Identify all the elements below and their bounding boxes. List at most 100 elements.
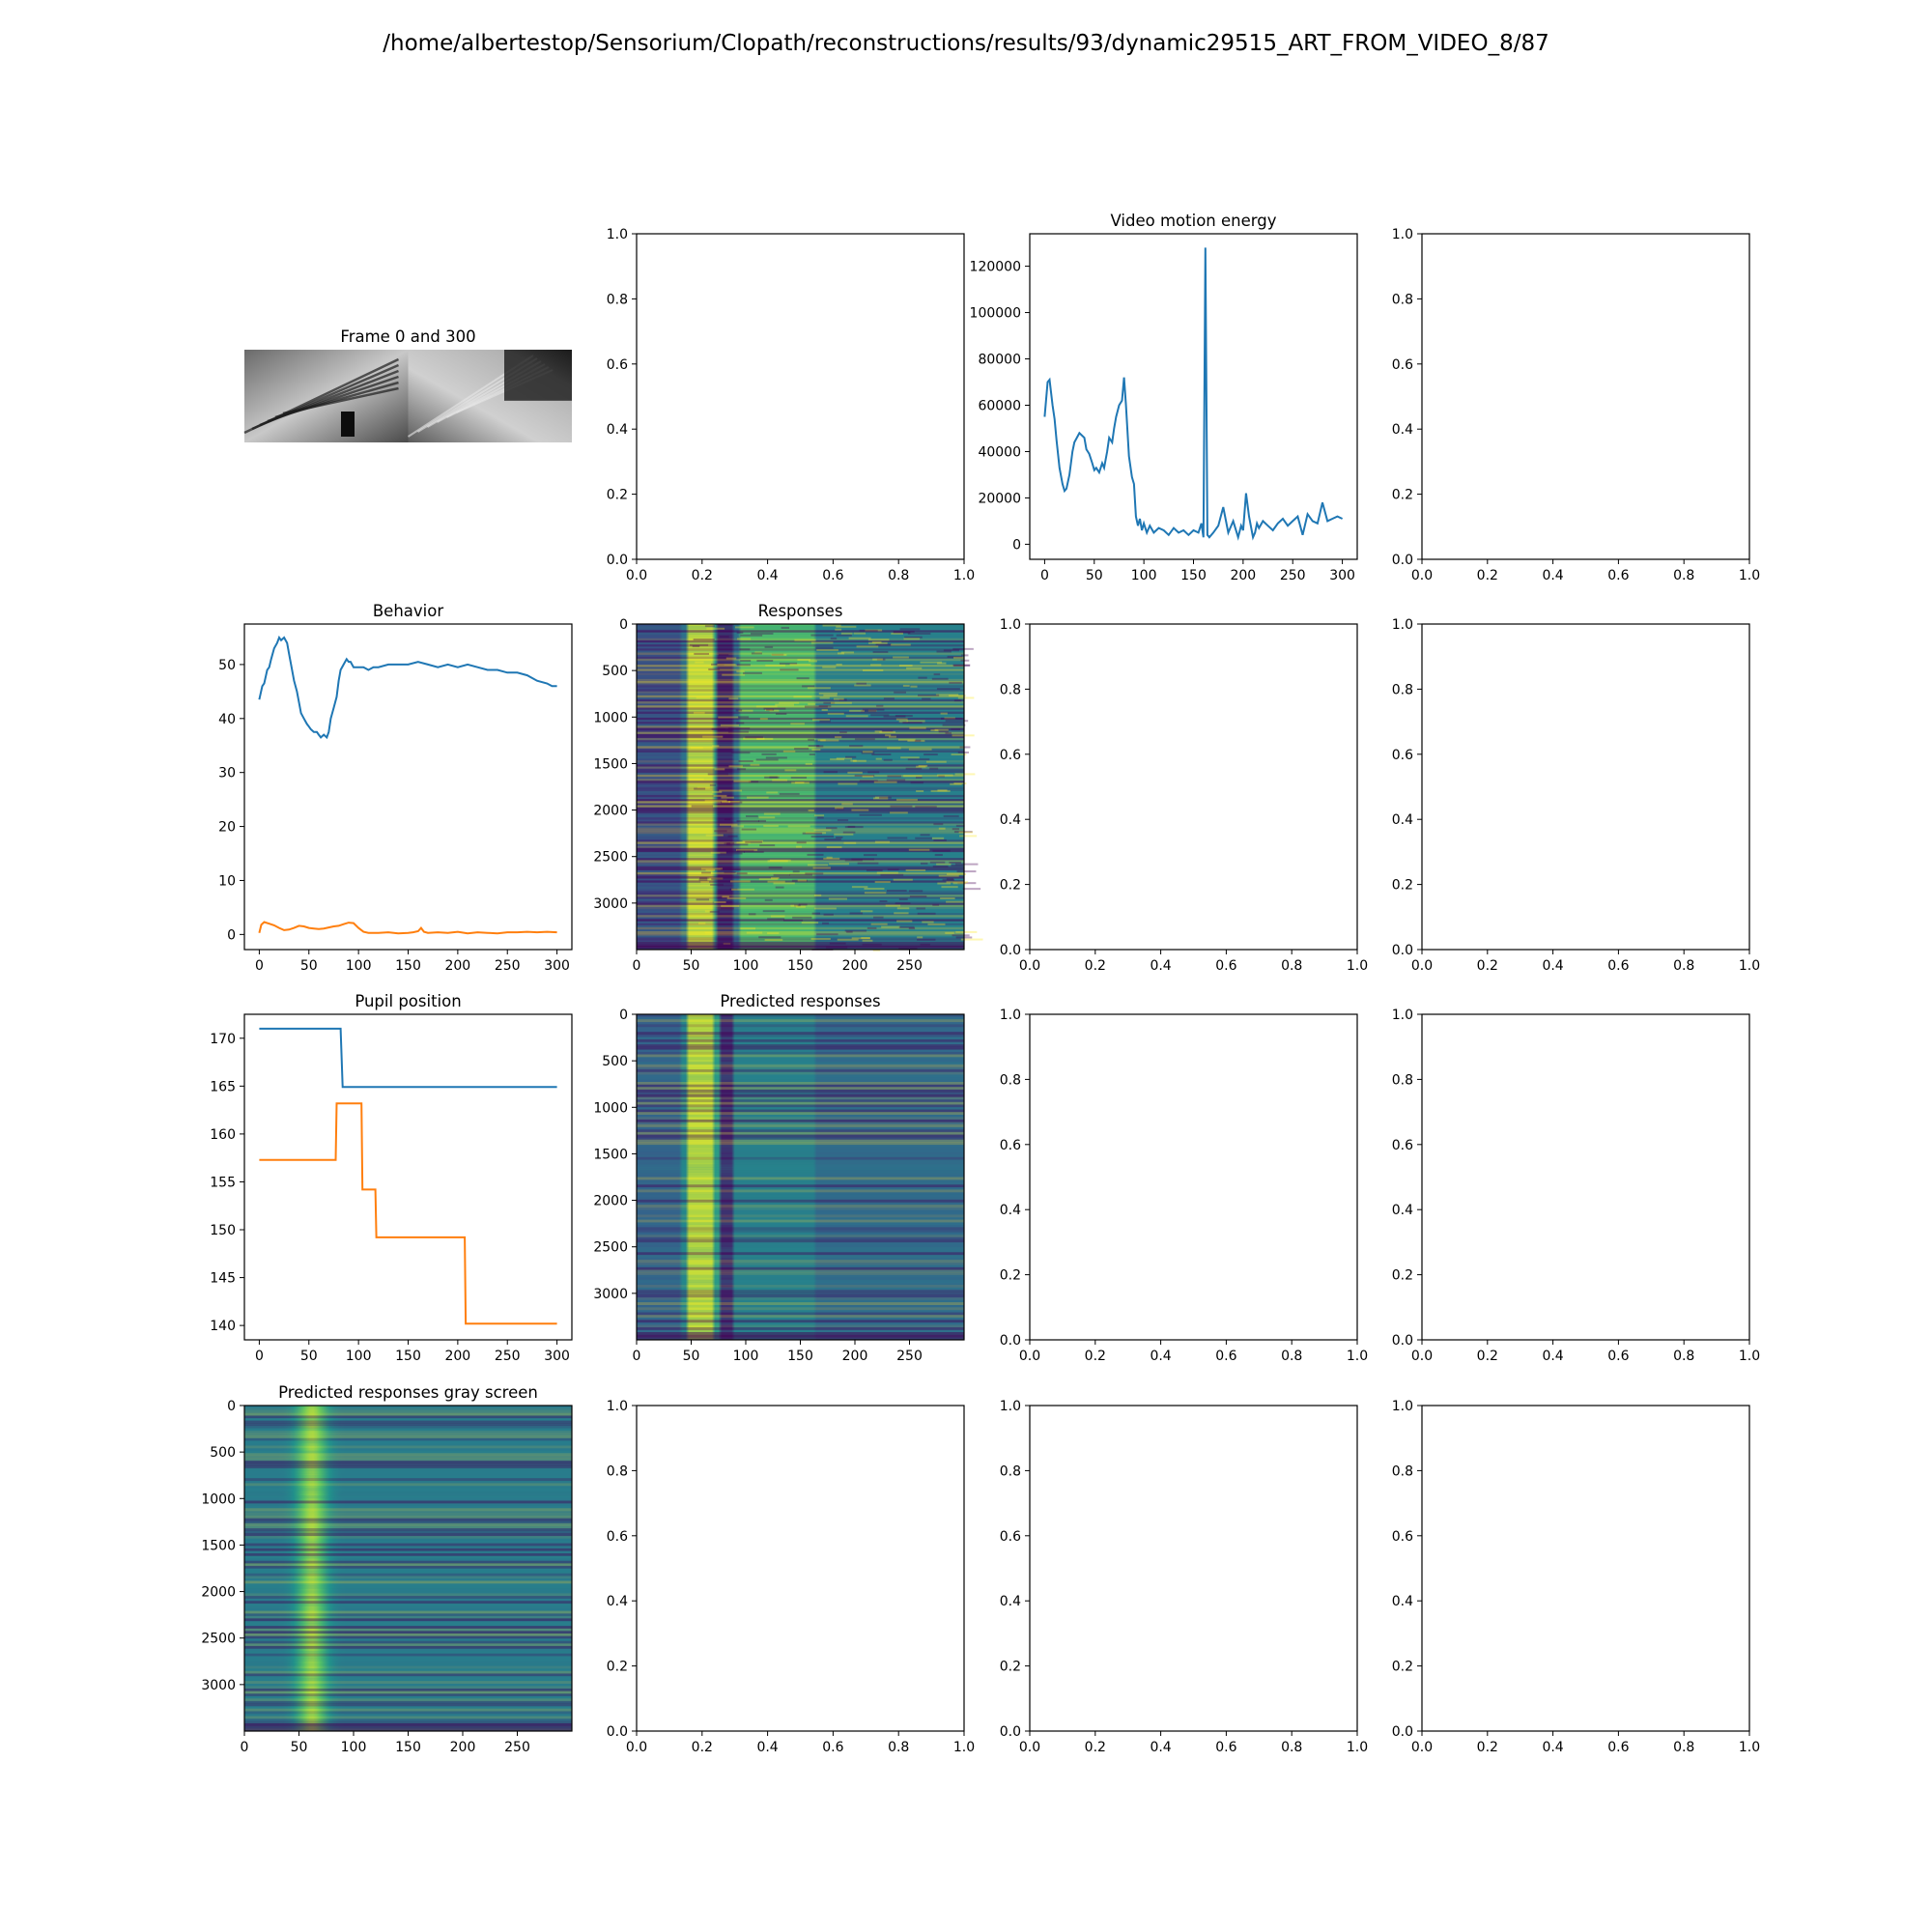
- panel-gray-stripes: [244, 1406, 572, 1732]
- panel-responses-ytick-label: 1000: [593, 710, 628, 725]
- panel-behavior-xtick-label: 0: [255, 958, 264, 974]
- panel-gray-image: [244, 1406, 572, 1731]
- panel-r1c2-ytick-label: 1.0: [1000, 617, 1021, 633]
- panel-pupil-xtick-label: 100: [346, 1349, 372, 1364]
- panel-gray-xtick-label: 50: [291, 1740, 308, 1755]
- panel-r1c3-xtick-label: 0.2: [1477, 958, 1498, 974]
- panel-pupil-ytick-label: 140: [210, 1319, 236, 1334]
- panel-responses-xtick-label: 100: [733, 958, 759, 974]
- panel-r2c2-ytick-label: 1.0: [1000, 1008, 1021, 1023]
- panel-r1c2-xtick-label: 0.2: [1085, 958, 1106, 974]
- panel-predicted-xtick-label: 0: [633, 1349, 641, 1364]
- panel-responses-title: Responses: [758, 602, 843, 620]
- panel-r1c3-ytick-label: 0.6: [1392, 748, 1413, 763]
- panel-pupil-xtick-label: 0: [255, 1349, 264, 1364]
- panel-responses-ytick-label: 2500: [593, 850, 628, 866]
- panel-r1c2-xtick-label: 0.6: [1215, 958, 1236, 974]
- panel-r1c2: 0.0 0.2 0.4 0.6 0.8 1.0 0.0 0.2 0.4 0.6 0.8 1.0: [1000, 617, 1368, 974]
- panel-r1c3-ytick-label: 1.0: [1392, 617, 1413, 633]
- panel-r1c2-ytick-label: 0.4: [1000, 812, 1021, 828]
- panel-r1c3-frame: [1421, 623, 1750, 951]
- panel-r0c1-xtick-label: 0.4: [756, 568, 778, 583]
- panel-r3c2: 0.0 0.2 0.4 0.6 0.8 1.0 0.0 0.2 0.4 0.6 0.8 1.0: [1000, 1399, 1368, 1755]
- panel-predicted-ytick-label: 2000: [593, 1194, 628, 1209]
- panel-gray-xtick-label: 250: [504, 1740, 530, 1755]
- panel-r3c2-frame: [1029, 1405, 1358, 1732]
- panel-predicted-xtick-label: 100: [733, 1349, 759, 1364]
- panel-r2c2-ytick-label: 0.2: [1000, 1268, 1021, 1284]
- panel-pupil-xtick-label: 200: [444, 1349, 470, 1364]
- panel-r0c1-ytick-label: 1.0: [607, 227, 628, 242]
- panel-pupil-ytick-label: 145: [210, 1271, 236, 1287]
- panel-responses-ytick-label: 2000: [593, 804, 628, 819]
- panel-r3c1-ytick-label: 0.0: [607, 1724, 628, 1740]
- panel-r0c1-xtick-label: 0.2: [692, 568, 713, 583]
- panel-behavior-xtick-label: 250: [495, 958, 521, 974]
- panel-motion-frame: [1029, 233, 1358, 560]
- panel-r3c1-ytick-label: 1.0: [607, 1399, 628, 1414]
- panel-predicted-ytick-label: 2500: [593, 1240, 628, 1256]
- panel-behavior-series-2-line: [258, 921, 557, 935]
- panel-r2c3-ytick-label: 0.6: [1392, 1138, 1413, 1153]
- panel-r2c2-ytick-label: 0.8: [1000, 1072, 1021, 1088]
- panel-behavior-xtick-label: 200: [444, 958, 470, 974]
- panel-gray-ytick-label: 500: [210, 1445, 236, 1461]
- panel-r0c3-xtick-label: 0.0: [1411, 568, 1433, 583]
- panel-pupil-ytick-label: 170: [210, 1032, 236, 1047]
- panel-predicted-stripes: [637, 1014, 964, 1341]
- panel-r0c1-xtick-label: 0.0: [626, 568, 647, 583]
- panel-motion-xtick-label: 200: [1230, 568, 1256, 583]
- panel-gray-xtick-label: 100: [341, 1740, 367, 1755]
- panel-r0c3-ytick-label: 1.0: [1392, 227, 1413, 242]
- panel-r3c3-ytick-label: 0.4: [1392, 1594, 1413, 1609]
- panel-responses-stripes: [637, 624, 983, 952]
- panel-frames-title: Frame 0 and 300: [340, 327, 475, 346]
- panel-r3c1-xtick-label: 0.2: [692, 1740, 713, 1755]
- panel-responses-xtick-label: 200: [842, 958, 868, 974]
- panel-r2c3-ytick-label: 0.0: [1392, 1333, 1413, 1349]
- panel-pupil-series-2-line: [259, 1102, 557, 1325]
- panel-r1c3-ytick-label: 0.4: [1392, 812, 1413, 828]
- panel-r3c3-xtick-label: 0.6: [1607, 1740, 1629, 1755]
- panel-r2c3-xtick-label: 0.8: [1673, 1349, 1694, 1364]
- panel-predicted-xtick-label: 250: [896, 1349, 923, 1364]
- panel-r2c2-xtick-label: 0.6: [1215, 1349, 1236, 1364]
- panel-r2c2-ytick-label: 0.4: [1000, 1203, 1021, 1218]
- panel-motion-xtick-label: 250: [1280, 568, 1306, 583]
- panel-r2c3-xtick-label: 1.0: [1739, 1349, 1760, 1364]
- panel-r0c3-ytick-label: 0.4: [1392, 422, 1413, 438]
- panel-r3c2-ytick-label: 0.6: [1000, 1529, 1021, 1545]
- panel-r3c3: 0.0 0.2 0.4 0.6 0.8 1.0 0.0 0.2 0.4 0.6 0.8 1.0: [1392, 1399, 1760, 1755]
- panel-responses-xtick-label: 0: [633, 958, 641, 974]
- panel-r0c1-xtick-label: 0.6: [822, 568, 843, 583]
- panel-r0c3-ytick-label: 0.6: [1392, 357, 1413, 373]
- panel-r2c2-xtick-label: 0.2: [1085, 1349, 1106, 1364]
- panel-r1c2-ytick-label: 0.2: [1000, 878, 1021, 894]
- panel-predicted-ytick-label: 0: [619, 1008, 628, 1023]
- panel-r2c2-xtick-label: 1.0: [1347, 1349, 1368, 1364]
- panel-r0c3-xtick-label: 0.2: [1477, 568, 1498, 583]
- panel-motion-ytick-label: 100000: [970, 306, 1021, 322]
- panel-r3c2-xtick-label: 0.8: [1281, 1740, 1302, 1755]
- panel-motion-ytick-label: 0: [1012, 537, 1021, 553]
- figure-suptitle: /home/albertestop/Sensorium/Clopath/reco…: [383, 31, 1549, 56]
- panel-r3c2-xtick-label: 0.4: [1150, 1740, 1171, 1755]
- panel-r3c3-xtick-label: 1.0: [1739, 1740, 1760, 1755]
- panel-r3c3-ytick-label: 0.6: [1392, 1529, 1413, 1545]
- panel-behavior-xtick-label: 50: [300, 958, 318, 974]
- panel-predicted-ytick-label: 1000: [593, 1100, 628, 1116]
- panel-predicted: 0 50 100 150 200 250050010001500200025003000P…: [593, 992, 965, 1364]
- panel-gray-title: Predicted responses gray screen: [278, 1383, 538, 1402]
- panel-r3c3-xtick-label: 0.2: [1477, 1740, 1498, 1755]
- panel-motion-series-1-line: [1043, 247, 1344, 541]
- panel-r3c1-ytick-label: 0.6: [607, 1529, 628, 1545]
- panel-behavior-xtick-label: 300: [544, 958, 570, 974]
- panel-pupil-ytick-label: 160: [210, 1127, 236, 1143]
- panel-r2c3-xtick-label: 0.4: [1542, 1349, 1563, 1364]
- panel-pupil-series-1-line: [259, 1027, 557, 1089]
- panel-pupil-xtick-label: 150: [395, 1349, 421, 1364]
- panel-r2c3-frame: [1421, 1013, 1750, 1341]
- panel-r0c3-ytick-label: 0.2: [1392, 488, 1413, 503]
- panel-r2c3-xtick-label: 0.0: [1411, 1349, 1433, 1364]
